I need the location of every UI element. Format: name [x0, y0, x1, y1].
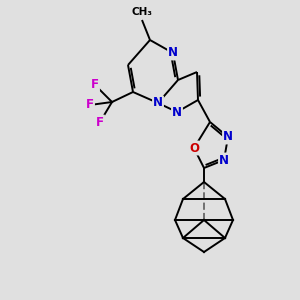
Text: F: F	[91, 79, 99, 92]
Text: N: N	[172, 106, 182, 118]
Text: N: N	[223, 130, 233, 143]
Text: F: F	[96, 116, 104, 128]
Text: O: O	[189, 142, 199, 154]
Text: N: N	[168, 46, 178, 59]
Text: N: N	[153, 97, 163, 110]
Text: N: N	[219, 154, 229, 166]
Text: F: F	[86, 98, 94, 112]
Text: CH₃: CH₃	[131, 7, 152, 17]
